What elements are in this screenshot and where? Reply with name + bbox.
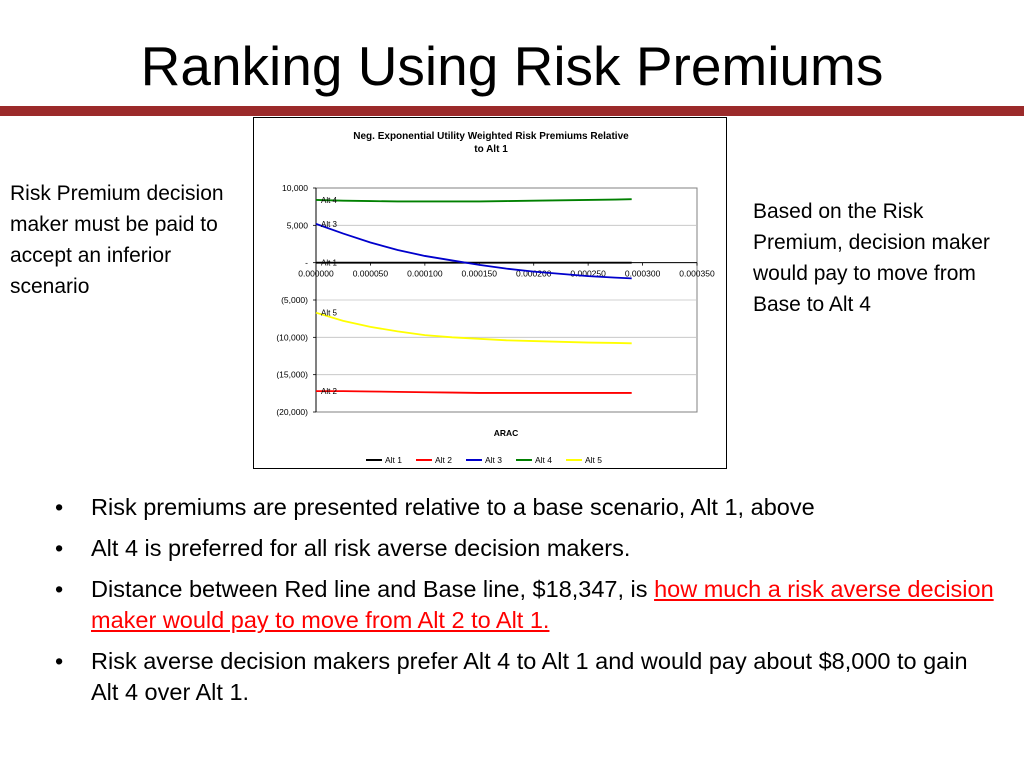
right-note: Based on the Risk Premium, decision make… xyxy=(753,200,990,316)
chart-svg: Neg. Exponential Utility Weighted Risk P… xyxy=(276,131,715,465)
series-line-alt-3 xyxy=(315,222,632,280)
bullet-item: • Distance between Red line and Base line… xyxy=(55,574,995,636)
series-line-alt-4 xyxy=(315,198,632,203)
x-tick-label: 0.000150 xyxy=(462,269,498,279)
y-tick-label: 5,000 xyxy=(287,220,309,230)
legend-entry: Alt 1 xyxy=(385,455,402,465)
bullet-text: Distance between Red line and Base line,… xyxy=(91,576,655,602)
series-line-alt-5 xyxy=(315,311,632,345)
series-label: Alt 2 xyxy=(321,387,338,396)
x-tick-label: 0.000250 xyxy=(570,269,606,279)
legend-entry: Alt 5 xyxy=(585,455,602,465)
risk-premium-chart: Neg. Exponential Utility Weighted Risk P… xyxy=(253,117,727,469)
bullet-text: Alt 4 is preferred for all risk averse d… xyxy=(91,535,631,561)
y-tick-label: (15,000) xyxy=(276,370,308,380)
bullet-dot: • xyxy=(55,535,64,561)
bullet-text: Risk premiums are presented relative to … xyxy=(91,494,815,520)
bullet-list: • Risk premiums are presented relative to… xyxy=(55,492,995,718)
slide-title: Ranking Using Risk Premiums xyxy=(140,35,884,97)
y-tick-label: 10,000 xyxy=(282,183,308,193)
bullet-link[interactable]: how much a risk averse decision maker wo… xyxy=(91,576,994,633)
y-tick-label: (5,000) xyxy=(281,295,308,305)
chart-title-line: to Alt 1 xyxy=(474,144,508,155)
bullet-item: • Risk premiums are presented relative to… xyxy=(55,492,995,523)
bullet-dot: • xyxy=(55,648,64,674)
bullet-text: Risk averse decision makers prefer Alt 4… xyxy=(91,648,968,705)
bullet-item: • Risk averse decision makers prefer Alt … xyxy=(55,646,995,708)
series-label: Alt 5 xyxy=(321,309,338,318)
x-tick-label: 0.000300 xyxy=(625,269,661,279)
series-label: Alt 4 xyxy=(321,196,338,205)
bullet-dot: • xyxy=(55,494,64,520)
legend-entry: Alt 3 xyxy=(485,455,502,465)
legend-entry: Alt 4 xyxy=(535,455,552,465)
series-label: Alt 1 xyxy=(321,259,338,268)
bullet-item: • Alt 4 is preferred for all risk averse … xyxy=(55,533,995,564)
x-tick-label: 0.000350 xyxy=(679,269,715,279)
x-tick-label: 0.000100 xyxy=(407,269,443,279)
title-rule xyxy=(0,106,1024,116)
x-tick-label: 0.000200 xyxy=(516,269,552,279)
bullet-dot: • xyxy=(55,576,64,602)
chart-title-line: Neg. Exponential Utility Weighted Risk P… xyxy=(353,131,629,142)
y-tick-label: (10,000) xyxy=(276,332,308,342)
series-label: Alt 3 xyxy=(321,220,338,229)
x-tick-label: 0.000000 xyxy=(298,269,334,279)
series-line-alt-2 xyxy=(316,390,632,394)
y-tick-label: (20,000) xyxy=(276,407,308,417)
y-tick-label: - xyxy=(305,258,308,268)
left-note: Risk Premium decision maker must be paid… xyxy=(10,182,224,298)
x-axis-label: ARAC xyxy=(494,428,519,438)
x-tick-label: 0.000050 xyxy=(353,269,389,279)
legend-entry: Alt 2 xyxy=(435,455,452,465)
